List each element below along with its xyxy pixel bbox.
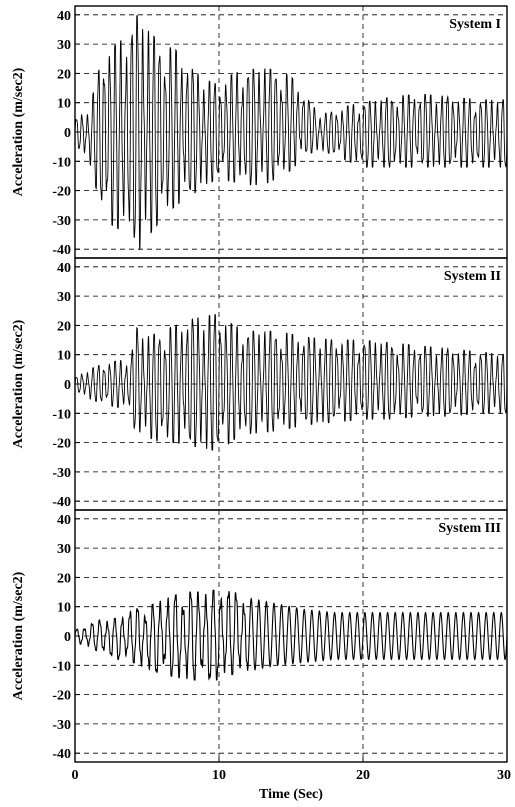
acceleration-series-line	[74, 589, 508, 681]
y-tick-label: -10	[52, 659, 71, 674]
y-tick-label: 30	[57, 290, 71, 305]
y-tick-label: -40	[52, 243, 71, 258]
y-tick-label: -40	[52, 495, 71, 510]
y-tick-label: -20	[52, 437, 71, 452]
y-tick-label: 0	[64, 630, 71, 645]
y-tick-label: 30	[57, 542, 71, 557]
y-tick-label: 20	[57, 319, 71, 334]
y-tick-label: 0	[64, 378, 71, 393]
y-tick-label: 20	[57, 67, 71, 82]
y-tick-label: 40	[57, 261, 71, 276]
x-tick-label: 0	[72, 768, 79, 783]
y-axis-label: Acceleration (m/sec2)	[11, 571, 26, 700]
y-tick-label: -20	[52, 185, 71, 200]
panel-1: -40 -30 -20 -10 0 10 20 30 40 Acceleration (m/sec…	[11, 5, 508, 259]
y-tick-label: 0	[64, 126, 71, 141]
y-tick-label: 10	[57, 349, 71, 364]
y-tick-label: -10	[52, 407, 71, 422]
y-tick-label: 30	[57, 38, 71, 53]
y-tick-label: -30	[52, 466, 71, 481]
x-tick-label: 10	[212, 768, 226, 783]
y-tick-label: 20	[57, 571, 71, 586]
panel-2: -40 -30 -20 -10 0 10 20 30 40 Acceleration (m/sec…	[11, 257, 508, 511]
acceleration-series-line	[74, 14, 508, 251]
y-axis-label: Acceleration (m/sec2)	[11, 319, 26, 448]
acceleration-series-line	[74, 313, 508, 451]
panel-3: -40 -30 -20 -10 0 10 20 30 40 Acceleration (m/sec…	[11, 509, 511, 802]
y-tick-label: -30	[52, 718, 71, 733]
y-tick-label: 40	[57, 513, 71, 528]
y-tick-label: -40	[52, 747, 71, 762]
x-tick-label: 20	[356, 768, 370, 783]
system-title: System II	[444, 269, 501, 284]
y-axis-label: Acceleration (m/sec2)	[11, 67, 26, 196]
y-tick-label: -20	[52, 689, 71, 704]
x-axis-label: Time (Sec)	[259, 787, 323, 802]
system-title: System I	[449, 17, 501, 32]
system-title: System III	[438, 521, 501, 536]
y-tick-label: 40	[57, 9, 71, 24]
y-tick-label: -30	[52, 214, 71, 229]
x-tick-label: 30	[497, 768, 511, 783]
y-tick-label: 10	[57, 97, 71, 112]
y-tick-label: 10	[57, 601, 71, 616]
y-tick-label: -10	[52, 155, 71, 170]
